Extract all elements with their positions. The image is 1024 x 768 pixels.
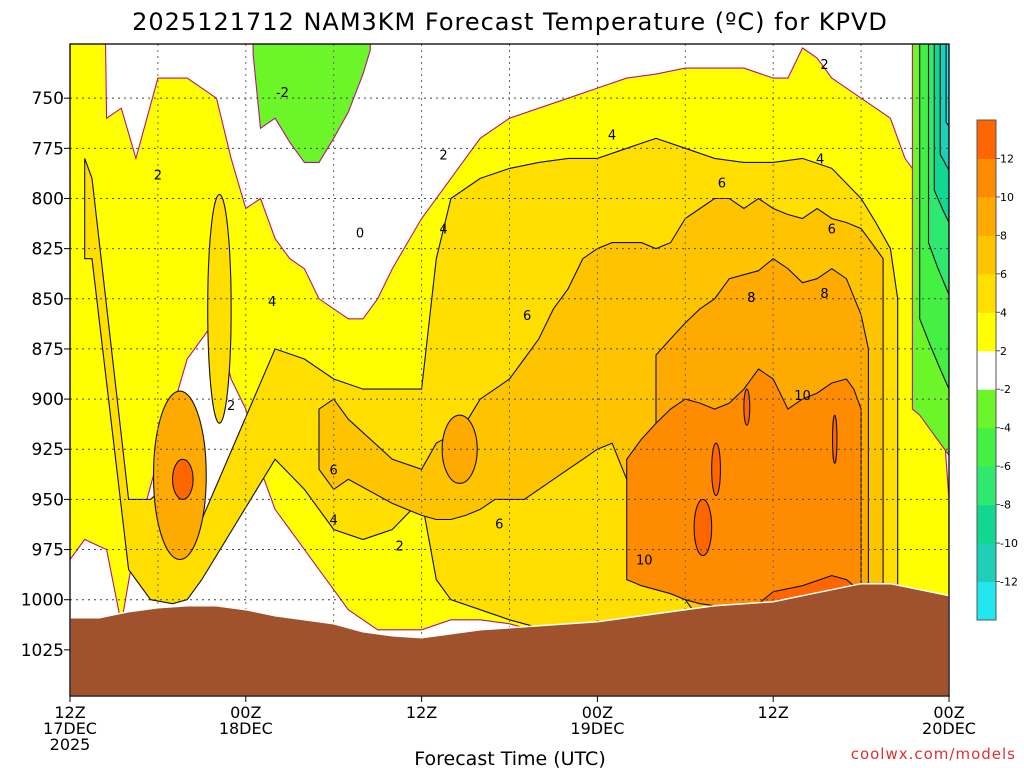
isotherm--4	[919, 44, 949, 390]
isotherm--6	[927, 44, 949, 296]
temp-fill--12	[946, 44, 949, 127]
isotherm--8	[933, 44, 949, 223]
temp-cell-12	[693, 498, 713, 557]
colorbar-swatch	[977, 504, 996, 544]
colorbar-swatch	[977, 350, 996, 390]
colorbar-tick-label: -4	[1000, 422, 1011, 435]
colorbar-swatch	[977, 427, 996, 467]
temp-fill--2	[253, 44, 371, 163]
contour-label: 2	[439, 148, 447, 163]
colorbar: -12 -10 -8 -6 -4 -2 2 4 6 8 10 12	[976, 119, 1018, 621]
isotherm--2	[252, 44, 371, 163]
colorbar-swatch	[977, 543, 996, 583]
x-tick-label: 12Z	[758, 703, 789, 722]
contour-label: 4	[816, 152, 824, 167]
contour-label: 6	[523, 309, 531, 324]
contour-label: -2	[276, 86, 289, 101]
y-tick-label: 925	[32, 440, 64, 460]
colorbar-tick-label: -10	[1000, 537, 1018, 550]
y-tick-label: 825	[32, 240, 64, 260]
colorbar-frame	[976, 119, 997, 621]
contour-label: 2	[227, 399, 235, 414]
x-tick-label: 17DEC	[43, 719, 97, 738]
contour-label: 4	[330, 513, 338, 528]
y-tick-label: 775	[32, 139, 64, 159]
y-tick-label: 900	[32, 390, 64, 410]
contour-label: 6	[495, 517, 503, 532]
plot-frame	[69, 43, 950, 697]
colorbar-tick-label: 4	[1000, 306, 1007, 319]
contour-label: 4	[439, 223, 447, 238]
y-tick-label: 1000	[21, 591, 64, 611]
temp-cell-12	[831, 414, 838, 464]
plot-area	[69, 43, 950, 697]
x-tick-label: 00Z	[582, 703, 613, 722]
temp-cell-8	[441, 414, 478, 484]
x-axis-label: Forecast Time (UTC)	[414, 748, 605, 768]
contour-label: 8	[820, 287, 828, 302]
y-tick-label: 975	[32, 541, 64, 561]
contour-labels: 2 -2 0 2 4 4 2 6 4 2 6 6 4 6 4 6 8 8 10 10 2	[154, 58, 836, 569]
temp-cell-12	[171, 458, 194, 500]
colorbar-tick-label: -2	[1000, 383, 1011, 396]
colorbar-swatch	[977, 158, 996, 198]
colorbar-tick-label: -12	[1000, 576, 1018, 589]
contour-label: 6	[718, 176, 726, 191]
colorbar-tick-label: -6	[1000, 460, 1011, 473]
colorbar-swatch	[977, 466, 996, 506]
contour-label: 0	[356, 227, 364, 242]
colorbar-swatch	[977, 312, 996, 352]
chart-title: 2025121712 NAM3KM Forecast Temperature (…	[132, 8, 888, 36]
colorbar-swatch	[977, 273, 996, 313]
colorbar-tick-label: 2	[1000, 345, 1007, 358]
colorbar-swatch	[977, 581, 996, 621]
colorbar-swatch	[977, 196, 996, 236]
colorbar-swatch	[977, 389, 996, 429]
contour-label: 4	[608, 128, 616, 143]
contour-label: 6	[330, 463, 338, 478]
contour-label: 2	[395, 540, 403, 555]
contour-label: 6	[828, 223, 836, 238]
contour-label: 8	[747, 291, 755, 306]
colorbar-swatch	[977, 120, 996, 159]
isotherm--12	[945, 44, 949, 128]
x-tick-label: 00Z	[933, 703, 964, 722]
isotherm--10	[939, 44, 949, 171]
watermark: coolwx.com/models	[851, 745, 1016, 763]
y-axis: 750 775 800 825 850 875 900 925 950 975 1000 1025	[21, 89, 70, 661]
x-tick-label: 12Z	[54, 703, 85, 722]
contour-label: 10	[794, 389, 811, 404]
y-tick-label: 950	[32, 490, 64, 510]
colorbar-tick-label: 6	[1000, 268, 1007, 281]
contour-label: 10	[636, 554, 653, 569]
contour-label: 2	[820, 58, 828, 73]
y-tick-label: 800	[32, 189, 64, 209]
y-tick-label: 875	[32, 340, 64, 360]
temp-cell-4	[207, 193, 232, 424]
x-tick-label: 20DEC	[922, 719, 976, 738]
x-tick-label: 2025	[50, 735, 91, 754]
y-tick-label: 750	[32, 89, 64, 109]
x-tick-label: 19DEC	[570, 719, 624, 738]
temp-cell-12	[711, 442, 722, 496]
colorbar-swatch	[977, 235, 996, 275]
y-tick-label: 850	[32, 290, 64, 310]
colorbar-tick-label: 10	[1000, 191, 1014, 204]
x-tick-label: 00Z	[230, 703, 261, 722]
colorbar-tick-label: 12	[1000, 152, 1014, 165]
y-tick-label: 1025	[21, 641, 64, 661]
terrain	[70, 582, 949, 696]
x-tick-label: 18DEC	[219, 719, 273, 738]
contour-label: 2	[154, 168, 162, 183]
isotherm--2	[911, 44, 949, 457]
temp-cell-12	[743, 388, 751, 426]
contour-label: 4	[268, 295, 276, 310]
colorbar-tick-label: 8	[1000, 229, 1007, 242]
colorbar-tick-label: -8	[1000, 499, 1011, 512]
x-tick-label: 12Z	[406, 703, 437, 722]
field-layer	[70, 44, 949, 696]
